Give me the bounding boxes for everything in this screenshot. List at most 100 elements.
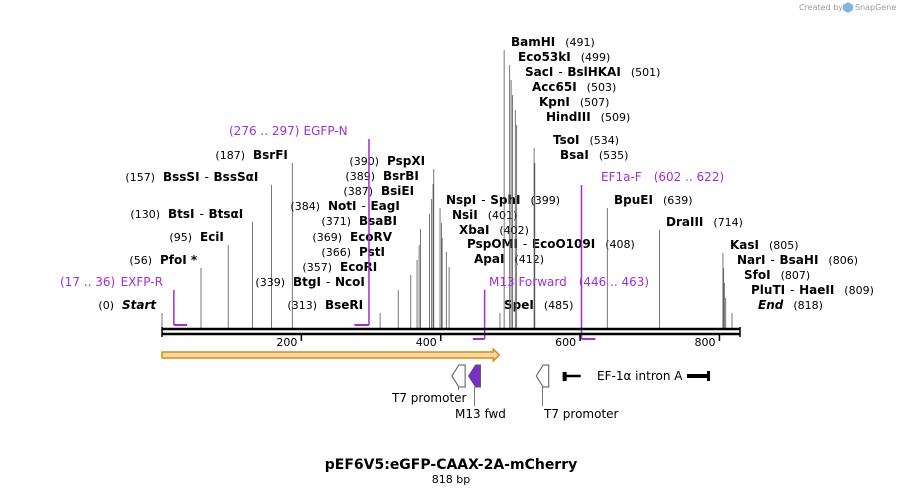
primer-ef1a-f[interactable]: EF1a-F (602 .. 622) [580,170,724,340]
site-position: (639) [663,194,693,207]
site-acc65i[interactable]: Acc65I (503) [512,80,617,328]
site-name: PstI [359,245,385,259]
site-position: (157) [125,171,155,184]
site-position: (818) [793,299,823,312]
site-position: (491) [565,36,595,49]
site-name: Eco53kI [518,50,571,64]
site-name: End [758,298,784,312]
primer-range: (17 .. 36) [60,275,115,289]
site-name: BsrBI [383,169,419,183]
site-btsi[interactable]: (130) BtsI - BtsαI [130,207,253,328]
site-saci[interactable]: SacI - BslHKAI (501) [510,65,661,328]
site-bsrfi[interactable]: (187) BsrFI [215,148,293,328]
feature-t7-promoter-0[interactable]: T7 promoter [391,364,467,405]
site-name: EcoRI [340,260,377,274]
primer-m13-forward[interactable]: M13 Forward (446 .. 463) [472,275,649,340]
primers: (17 .. 36) EXFP-R (276 .. 297) EGFP-N M13 Fo… [60,124,724,340]
site-position: (95) [169,231,192,244]
site-nspi[interactable]: NspI - SphI (399) [439,193,560,328]
site-draiii[interactable]: DraIII (714) [659,215,743,328]
site-position: (130) [130,208,160,221]
tick-label: 600 [555,336,576,349]
site-pspomi[interactable]: PspOMI - EcoO109I (408) [445,237,635,328]
feature-ef-1-intron-a-3[interactable]: EF-1α intron A [562,369,711,383]
site-position: (714) [713,216,743,229]
site-eco53ki[interactable]: Eco53kI (499) [509,50,611,328]
site-separator: - [205,170,209,184]
feature-m13-fwd-1[interactable]: M13 fwd [455,364,506,421]
promoter-arrow [535,364,550,388]
site-name: EciI [200,230,224,244]
site-bsai[interactable]: BsaI (535) [534,148,629,328]
site-alt-name: BssSαI [214,170,259,184]
site-pluti[interactable]: PluTI - HaeII (809) [725,283,874,328]
site-end[interactable]: End (818) [731,298,823,328]
site-name: BsaI [560,148,589,162]
site-name: KasI [730,238,759,252]
promoter-arrow [451,364,466,388]
site-apai[interactable]: ApaI (412) [448,252,544,328]
orf-arrow-shape[interactable] [161,347,501,363]
site-ecori[interactable]: (357) EcoRI [302,260,412,328]
feature-t7-promoter-2[interactable]: T7 promoter [535,364,619,421]
site-bseri[interactable]: (313) BseRI [287,298,381,328]
site-position: (0) [98,299,114,312]
site-bsrbi[interactable]: (389) BsrBI [345,169,434,328]
site-bpuei[interactable]: BpuEI (639) [606,193,693,328]
site-separator: - [481,193,485,207]
site-position: (807) [781,269,811,282]
site-bamhi[interactable]: BamHI (491) [503,35,595,328]
site-sfoi[interactable]: SfoI (807) [723,268,811,328]
site-ecorv[interactable]: (369) EcoRV [312,230,420,328]
site-ecii[interactable]: (95) EciI [169,230,229,328]
primer-name: EGFP-N [304,124,348,138]
site-name: BssSI [163,170,200,184]
primer-exfp-r[interactable]: (17 .. 36) EXFP-R [60,275,188,326]
plasmid-title: pEF6V5:eGFP-CAAX-2A-mCherry [325,457,578,473]
site-name: SfoI [744,268,771,282]
site-name: PspOMI [467,237,518,251]
orf-arrow [161,347,501,363]
site-position: (399) [530,194,560,207]
site-name: BseRI [325,298,363,312]
primer-range: (446 .. 463) [579,275,649,289]
restriction-sites: (0) Start(56) PfoI * (95) EciI(130) BtsI - Btsα… [98,35,874,328]
site-position: (369) [312,231,342,244]
site-name: KpnI [539,95,570,109]
site-position: (503) [587,81,617,94]
site-position: (313) [287,299,317,312]
site-name: ApaI [474,252,504,266]
site-start[interactable]: (0) Start [98,298,163,328]
site-tsoi[interactable]: TsoI (534) [533,133,619,328]
site-name: SacI [525,65,553,79]
site-name: XbaI [459,223,489,237]
site-bsiei[interactable]: (387) BsiEI [343,184,433,328]
site-position: (499) [581,51,611,64]
scale-tick-800: 800 [694,335,721,349]
site-alt-name: BsaHI [780,253,819,267]
site-bsssi[interactable]: (157) BssSI - BssSαI [125,170,272,328]
site-hindiii[interactable]: HindIII (509) [516,110,631,328]
site-psti[interactable]: (366) PstI [321,245,418,328]
site-separator: - [326,275,330,289]
primer-egfp-n[interactable]: (276 .. 297) EGFP-N [229,124,370,326]
primer-range: (276 .. 297) [229,124,299,138]
site-noti[interactable]: (384) NotI - EagI [290,199,430,328]
site-position: (366) [321,246,351,259]
site-nari[interactable]: NarI - BsaHI (806) [723,253,858,328]
site-kasi[interactable]: KasI (805) [722,238,799,328]
site-position: (805) [769,239,799,252]
site-name: PfoI * [160,253,198,267]
site-btgi[interactable]: (339) BtgI - NcoI [255,275,399,328]
site-position: (501) [631,66,661,79]
site-kpni[interactable]: KpnI (507) [514,95,609,328]
site-pspxi[interactable]: (390) PspXI [349,154,435,328]
credit-brand: SnapGene [855,3,896,12]
site-name: NarI [737,253,766,267]
snapgene-credit: Created by SnapGene [799,2,896,13]
site-pfoi[interactable]: (56) PfoI * [129,253,202,328]
site-xbai[interactable]: XbaI (402) [441,223,529,328]
primer-name: EXFP-R [121,275,163,289]
site-position: (412) [514,253,544,266]
site-position: (535) [599,149,629,162]
